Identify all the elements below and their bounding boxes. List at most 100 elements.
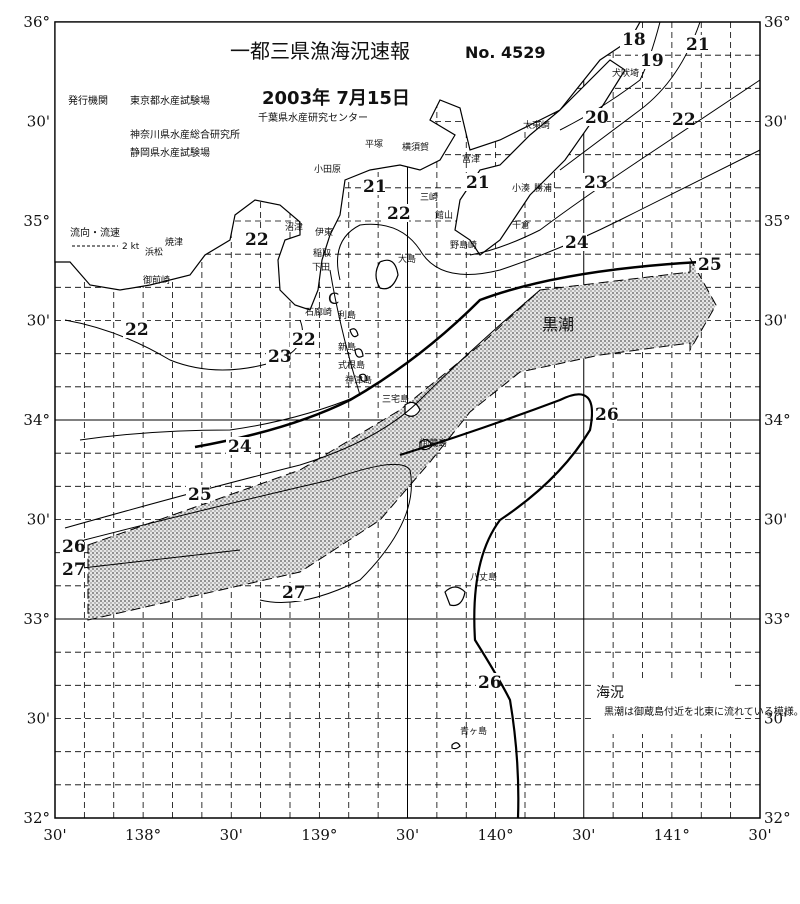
eddy-label: C (328, 289, 339, 308)
lat-label: 30' (764, 710, 787, 728)
issuer: 千葉県水産研究センター (258, 111, 368, 124)
lat-label: 36° (764, 13, 791, 31)
isotherm (559, 21, 701, 171)
place-name: 神津島 (345, 374, 372, 386)
note-text: 黒潮は御蔵島付近を北東に流れている模様。 (604, 705, 800, 718)
lat-label: 30' (27, 312, 50, 330)
lat-label: 30' (764, 312, 787, 330)
isotherm-label: 22 (387, 204, 411, 224)
label-bg (583, 108, 607, 126)
place-name: 千倉 (512, 219, 530, 231)
isotherm (559, 21, 661, 131)
isotherm-main (194, 260, 701, 449)
note-title: 海況 (596, 685, 624, 701)
label-bg (290, 330, 314, 348)
place-name: 焼津 (165, 237, 183, 248)
lon-label: 141° (654, 826, 690, 844)
lat-label: 34° (23, 411, 50, 429)
lat-label: 30' (27, 113, 50, 131)
isotherm-label: 21 (363, 177, 387, 197)
isotherm-label: 27 (62, 560, 86, 580)
lat-label: 30' (764, 113, 787, 131)
issuer: 神奈川県水産総合研究所 (130, 128, 240, 141)
isotherm-label: 22 (125, 320, 149, 340)
lat-label: 35° (764, 212, 791, 230)
islands-izu (349, 328, 368, 382)
isotherm (64, 289, 541, 529)
label-bg (186, 485, 210, 503)
lat-label: 32° (764, 809, 791, 827)
lon-label: 30' (748, 826, 771, 844)
isotherm-label: 23 (268, 347, 292, 367)
isotherm-label: 20 (585, 108, 609, 128)
label-bg (696, 255, 720, 273)
isotherm-label: 18 (622, 30, 646, 50)
isotherm-label: 26 (62, 537, 86, 557)
issuer-label: 発行機関 (68, 94, 108, 107)
place-name: 伊東 (315, 226, 333, 238)
isotherm-label: 21 (466, 173, 490, 193)
label-bg (385, 204, 409, 222)
isotherm-label: 22 (672, 110, 696, 130)
boso-coast (454, 59, 626, 256)
place-name: 浜松 (145, 246, 163, 258)
label-bg (464, 173, 488, 191)
isotherm-label: 23 (584, 173, 608, 193)
place-name: 平塚 (365, 139, 383, 150)
place-name: 小湊 (512, 182, 530, 194)
place-name: 御蔵島 (420, 437, 447, 449)
isotherm-label: 22 (245, 230, 269, 250)
place-name: 太東崎 (523, 119, 550, 131)
lat-label: 33° (764, 610, 791, 628)
label-bg (684, 35, 708, 53)
isotherm-main (399, 393, 594, 819)
label-bg (361, 177, 385, 195)
isotherms (64, 21, 761, 819)
island-aogashima (451, 742, 461, 750)
isotherm-label: 25 (698, 255, 722, 275)
label-bg (670, 110, 694, 128)
label-bg (243, 230, 267, 248)
isotherm-label: 22 (292, 330, 316, 350)
isotherm-label: 26 (595, 405, 619, 425)
label-bg (280, 583, 304, 601)
label-bg (266, 347, 290, 365)
note-box (592, 682, 732, 734)
lon-label: 30' (220, 826, 243, 844)
issuer: 静岡県水産試験場 (130, 146, 210, 159)
coastline (54, 21, 642, 750)
isotherm-label: 27 (282, 583, 306, 603)
lon-label: 30' (396, 826, 419, 844)
lat-label: 30' (764, 511, 787, 529)
lon-label: 140° (478, 826, 514, 844)
label-bg (593, 405, 617, 423)
isotherm-label: 24 (565, 233, 589, 253)
isotherm (64, 463, 412, 603)
place-name: 下田 (312, 262, 330, 273)
place-name: 三宅島 (382, 393, 409, 405)
island-hachijo (444, 586, 466, 607)
label-bg (60, 537, 84, 555)
lon-label: 139° (301, 826, 337, 844)
lat-label: 30' (27, 710, 50, 728)
place-name: 稲取 (313, 247, 331, 259)
place-name: 大島 (398, 253, 416, 265)
place-name: 式根島 (338, 359, 365, 371)
date: 2003年 7月15日 (262, 87, 410, 109)
label-bg (563, 233, 587, 251)
place-name: 御前崎 (143, 274, 170, 286)
lat-label: 32° (23, 809, 50, 827)
island-oshima (375, 259, 399, 290)
place-name: 犬吠埼 (612, 67, 639, 79)
isotherm-label: 25 (188, 485, 212, 505)
place-name: 横須賀 (402, 141, 429, 153)
lat-label: 30' (27, 511, 50, 529)
label-bg (226, 437, 250, 455)
report-number: No. 4529 (465, 43, 546, 62)
place-name: 富津 (462, 153, 480, 165)
lat-label: 34° (764, 411, 791, 429)
label-bg (60, 560, 84, 578)
lat-label: 36° (23, 13, 50, 31)
place-name: 八丈島 (470, 571, 497, 583)
